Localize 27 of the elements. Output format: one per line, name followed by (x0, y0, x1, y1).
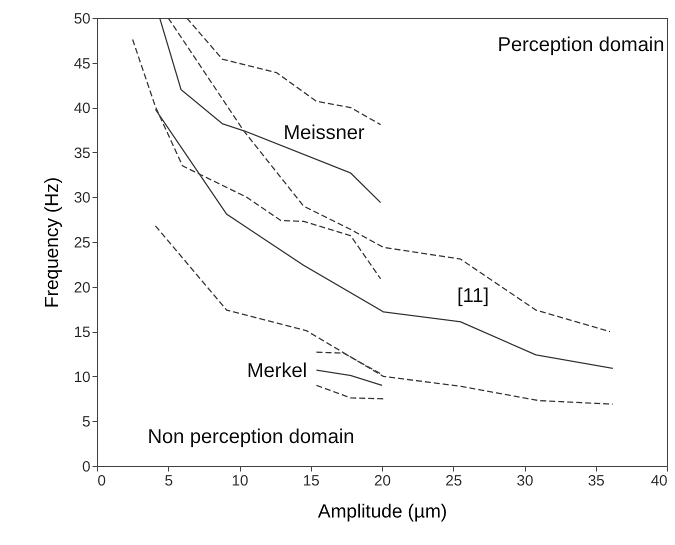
y-tick-label: 5 (82, 414, 90, 431)
x-tick-label: 40 (650, 472, 668, 490)
y-tick-label: 45 (74, 55, 90, 72)
y-tick-label: 40 (74, 100, 90, 118)
y-tick-label: 20 (74, 279, 90, 296)
annotation: Perception domain (498, 34, 664, 56)
x-tick-label: 35 (588, 472, 605, 490)
x-tick-label: 15 (302, 472, 320, 490)
y-tick-label: 0 (82, 458, 90, 476)
x-tick-label: 0 (98, 472, 106, 490)
x-tick-label: 25 (445, 472, 462, 490)
y-tick-label: 50 (74, 10, 90, 28)
annotation: [11] (457, 285, 489, 307)
y-axis-title: Frequency (Hz) (42, 177, 63, 308)
x-tick-label: 20 (374, 472, 391, 490)
y-tick-label: 15 (74, 324, 90, 342)
y-tick-label: 25 (74, 234, 90, 252)
annotation: Meissner (283, 122, 365, 144)
x-tick-label: 5 (164, 472, 173, 490)
x-axis-title: Amplitude (µm) (318, 502, 448, 522)
x-tick-label: 10 (232, 472, 248, 490)
annotation: Non perception domain (148, 426, 354, 448)
y-tick-label: 35 (74, 144, 90, 162)
x-tick-label: 30 (516, 472, 534, 490)
annotation: Merkel (246, 360, 308, 382)
y-tick-label: 10 (74, 368, 90, 386)
y-tick-label: 30 (74, 190, 90, 207)
